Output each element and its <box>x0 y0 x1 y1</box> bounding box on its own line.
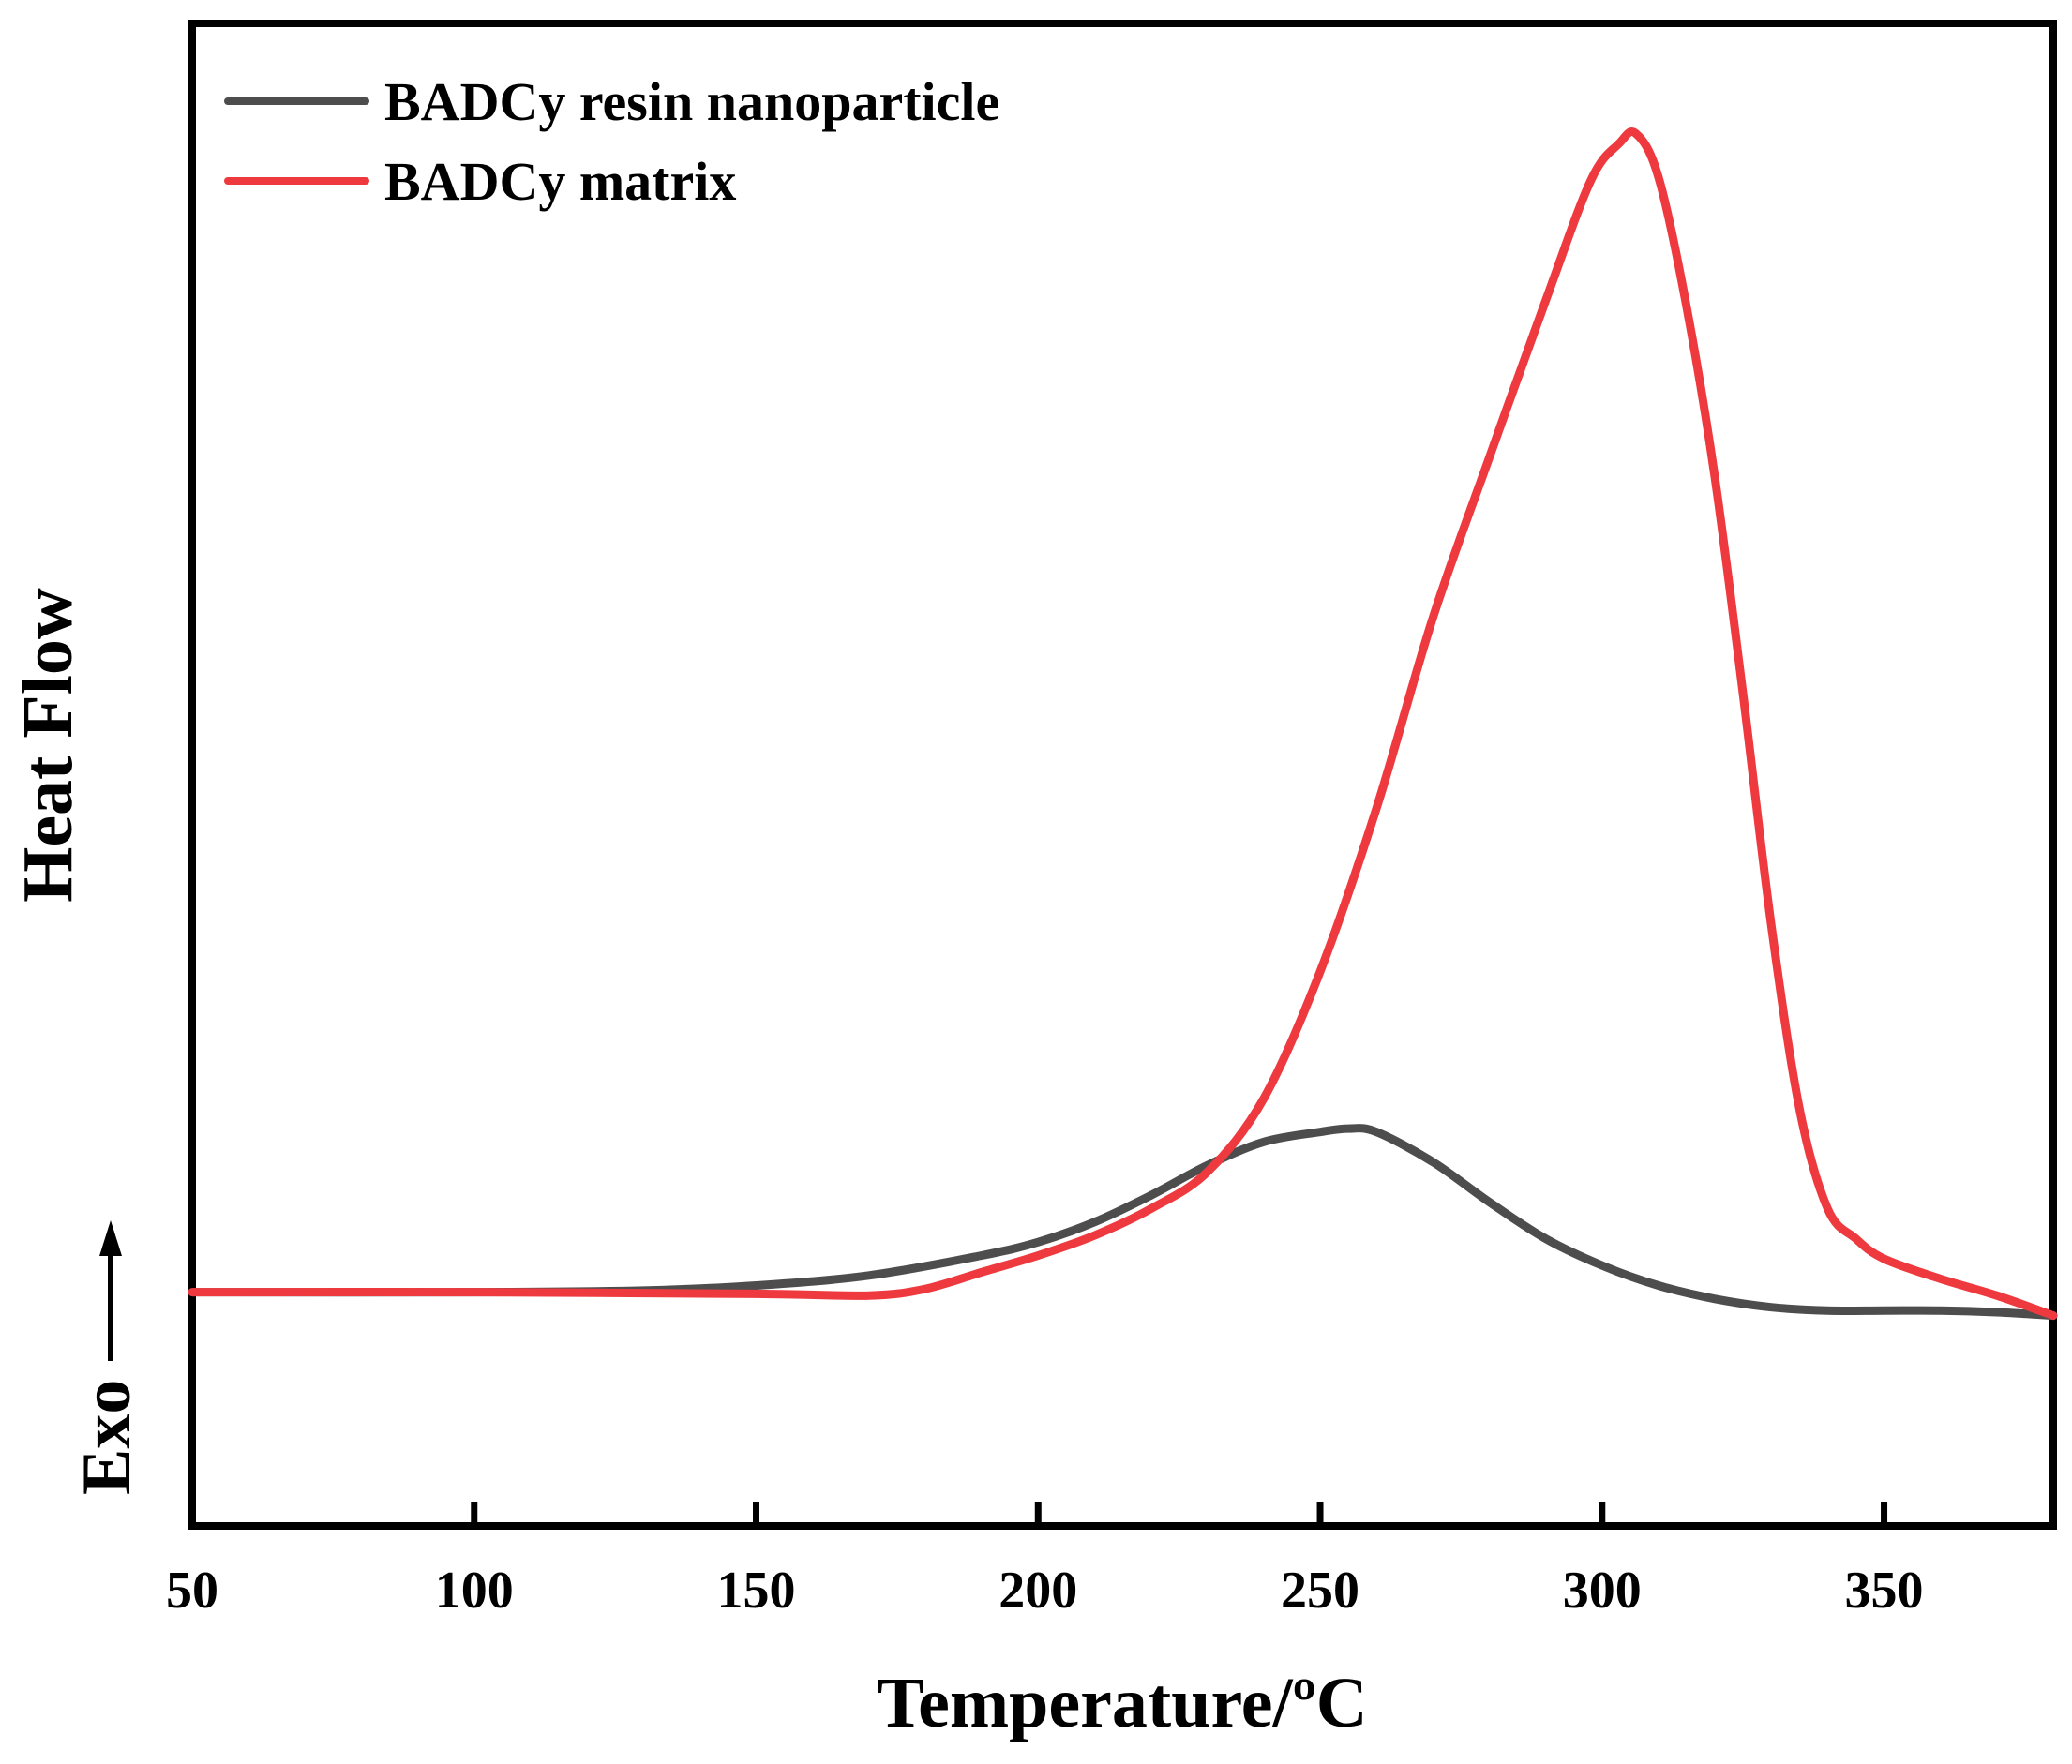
series-line-matrix <box>192 132 2053 1316</box>
x-axis-tick-labels: 50 100 150 200 250 300 350 <box>166 1562 1924 1620</box>
plot-frame <box>192 23 2053 1526</box>
x-tick-label-350: 350 <box>1845 1562 1924 1620</box>
x-tick-label-300: 300 <box>1563 1562 1642 1620</box>
legend-label-matrix: BADCy matrix <box>384 151 736 212</box>
exo-arrow-head-icon <box>99 1220 122 1256</box>
dsc-chart: 50 100 150 200 250 300 350 BADCy resin nanopar… <box>0 0 2072 1764</box>
legend-label-nanoparticle: BADCy resin nanoparticle <box>384 71 999 132</box>
x-axis-title: Temperature/ºC <box>877 1664 1367 1742</box>
x-tick-label-100: 100 <box>435 1562 514 1620</box>
x-tick-label-250: 250 <box>1281 1562 1359 1620</box>
exo-indicator: Exo <box>68 1220 145 1495</box>
x-tick-label-150: 150 <box>717 1562 796 1620</box>
legend: BADCy resin nanoparticle BADCy matrix <box>228 71 999 212</box>
exo-label: Exo <box>68 1380 145 1495</box>
x-tick-label-50: 50 <box>166 1562 218 1620</box>
series-layer <box>192 132 2053 1316</box>
x-tick-label-200: 200 <box>998 1562 1077 1620</box>
y-axis-title: Heat Flow <box>8 588 87 903</box>
